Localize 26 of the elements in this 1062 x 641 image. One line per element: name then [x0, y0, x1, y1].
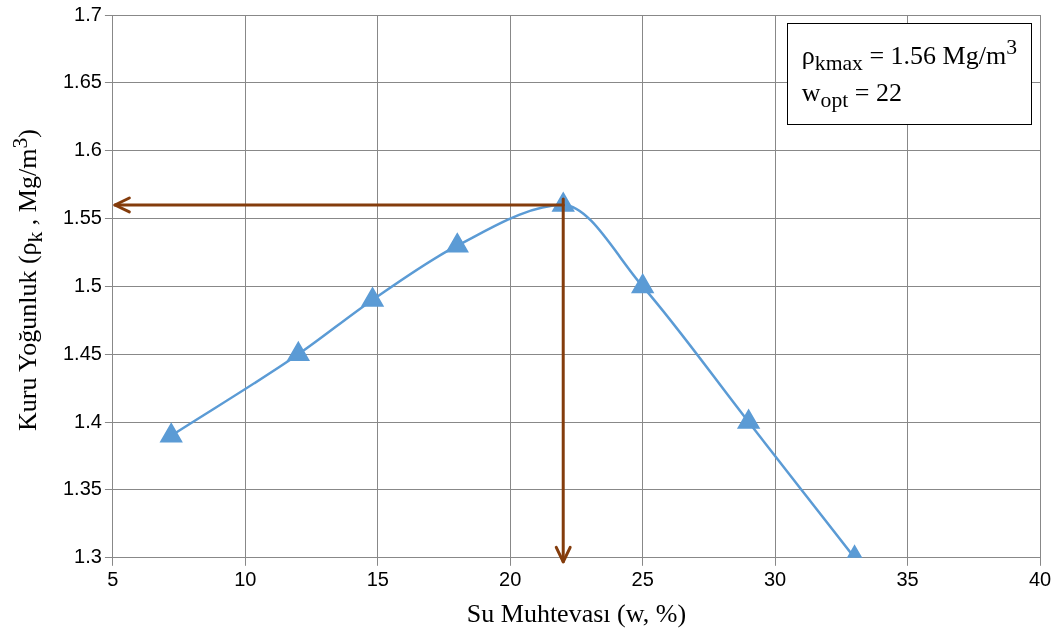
x-tick-label: 40 [1028, 568, 1052, 591]
x-tick-label: 30 [764, 568, 787, 591]
y-tick-label: 1.5 [74, 273, 102, 296]
annotation: w$_{opt}$ = 22 [801, 77, 902, 113]
x-tick-label: 25 [631, 568, 654, 591]
point [737, 409, 760, 429]
point [631, 274, 654, 294]
annotation: ρ$_{kmax}$ = 1.56 Mg/m$^{3}$ [801, 35, 1017, 75]
x-tick-label: 35 [896, 568, 919, 591]
y-tick-label: 1.65 [62, 70, 102, 93]
x-tick-label: 15 [366, 568, 389, 591]
point [361, 287, 384, 307]
y-tick-label: 1.4 [74, 409, 102, 432]
y-tick-label: 1.55 [62, 206, 102, 229]
y-tick-label: 1.45 [62, 341, 102, 364]
point [160, 423, 182, 443]
y-tick-label: 1.35 [62, 477, 102, 500]
x-tick-label: 5 [107, 568, 119, 591]
point [446, 233, 469, 253]
point [287, 342, 310, 361]
x-tick-label: 20 [499, 568, 522, 591]
x-axis-title: Su Muhtevası (w, %) [466, 599, 687, 629]
x-tick-label: 10 [234, 568, 257, 591]
y-tick-label: 1.7 [74, 2, 102, 25]
y-tick-label: 1.3 [74, 545, 102, 568]
y-tick-label: 1.6 [74, 138, 102, 161]
